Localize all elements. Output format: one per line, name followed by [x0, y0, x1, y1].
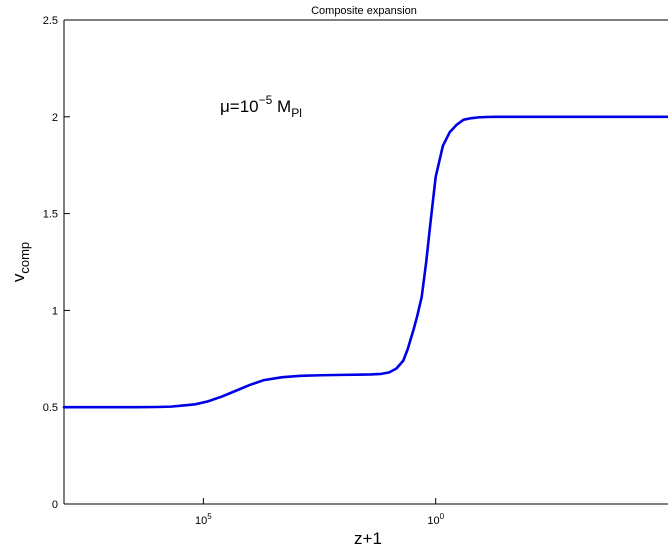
x-tick-label: 100: [427, 512, 444, 527]
y-tick-label: 2: [52, 112, 58, 124]
y-tick-label: 1.5: [43, 209, 58, 221]
x-tick-label-exponent: 0: [440, 512, 445, 521]
x-tick-label-exponent: 5: [207, 512, 212, 521]
y-tick-label: 0: [52, 499, 58, 511]
y-axis-label: vcomp: [9, 242, 32, 282]
y-axis-ticks: 0 0.5 1 1.5 2 2.5: [43, 15, 70, 511]
y-tick-label: 0.5: [43, 402, 58, 414]
series-line: [62, 115, 668, 409]
mu-annotation-exponent: −5: [259, 93, 273, 107]
x-axis-ticks: 105 100: [195, 498, 445, 527]
x-tick-label-base: 10: [195, 515, 207, 527]
x-tick-label-base: 10: [427, 515, 439, 527]
mu-annotation-unit: M: [272, 97, 291, 116]
mu-annotation: μ=10−5 MPl: [220, 93, 302, 120]
y-axis-label-main: v: [9, 273, 28, 282]
x-tick-label: 105: [195, 512, 212, 527]
mu-annotation-subscript: Pl: [291, 106, 302, 120]
y-tick-label: 1: [52, 305, 58, 317]
plot-frame: [63, 19, 668, 505]
y-axis-label-subscript: comp: [17, 242, 32, 274]
chart-title: Composite expansion: [311, 5, 417, 17]
y-tick-label: 2.5: [43, 15, 58, 27]
mu-annotation-prefix: μ=10: [220, 97, 259, 116]
x-axis-label: z+1: [354, 529, 382, 548]
